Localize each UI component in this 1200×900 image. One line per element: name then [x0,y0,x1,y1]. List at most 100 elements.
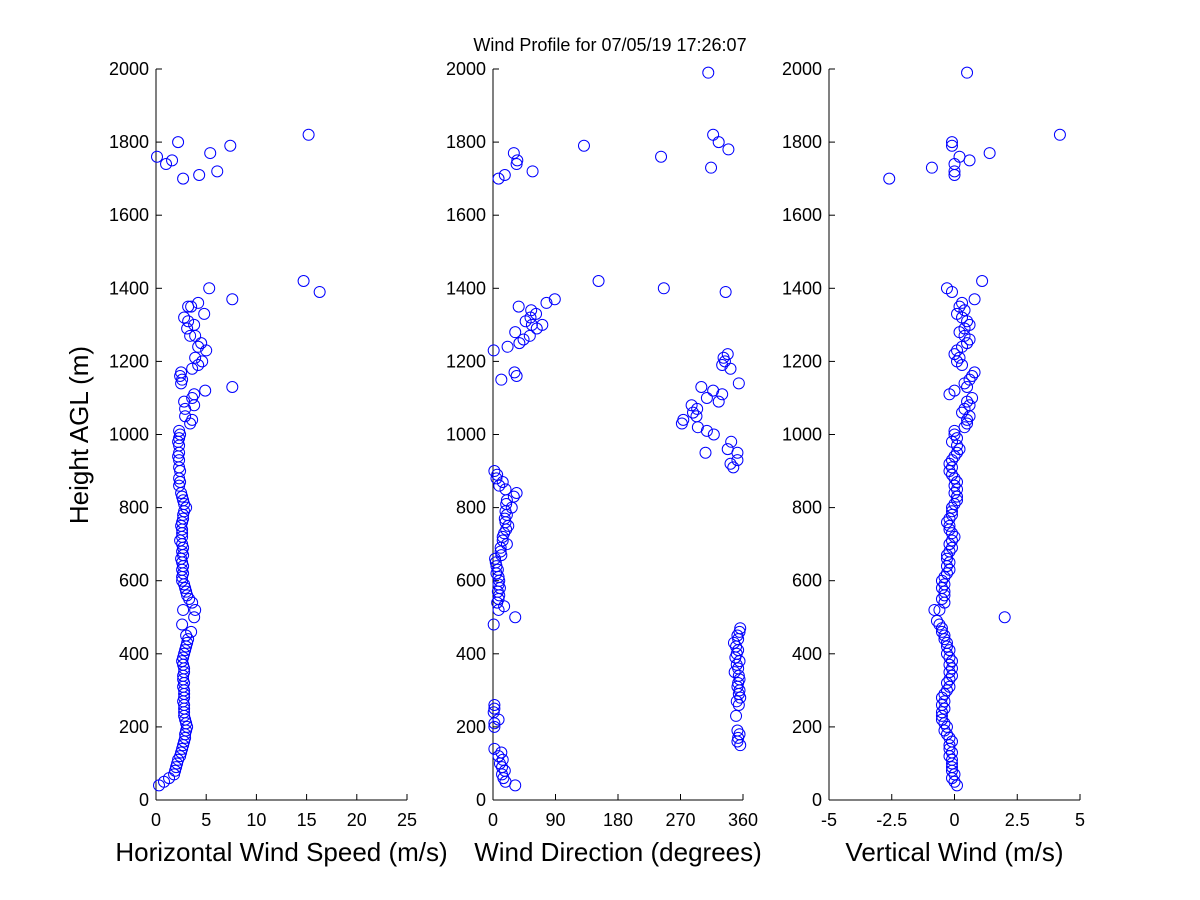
data-point [961,417,974,430]
data-point [1053,128,1066,141]
y-tick-label: 0 [139,790,149,810]
y-tick-label: 800 [792,498,822,518]
data-point [508,366,521,379]
data-point [176,490,189,503]
data-point [940,636,953,649]
data-point [176,655,189,668]
data-point [948,428,961,441]
x-tick-label: 360 [728,810,758,830]
y-tick-label: 1600 [782,205,822,225]
data-point [510,158,523,171]
data-point [500,538,513,551]
data-point [940,516,953,529]
data-point [732,377,745,390]
data-point [940,720,953,733]
data-point [500,497,513,510]
data-point [179,644,192,657]
data-point [940,728,953,741]
data-point [943,651,956,664]
data-point [188,399,201,412]
data-point [496,534,509,547]
y-tick-label: 1600 [446,205,486,225]
data-point [175,366,188,379]
data-point [948,497,961,510]
data-point [951,490,964,503]
data-point [940,567,953,580]
data-point [948,158,961,171]
data-point [940,677,953,690]
data-point [943,538,956,551]
data-point [490,560,503,573]
data-point [938,695,951,708]
data-point [177,494,190,507]
data-point [948,348,961,361]
data-point [725,435,738,448]
y-tick-label: 1600 [109,205,149,225]
y-tick-label: 600 [119,571,149,591]
data-point [963,399,976,412]
data-point [488,465,501,478]
data-point [707,128,720,141]
data-point [199,384,212,397]
data-point [935,713,948,726]
data-point [169,764,182,777]
data-point [192,359,205,372]
data-point [943,731,956,744]
data-point [509,611,522,624]
data-point [513,337,526,350]
data-point [548,293,561,306]
data-point [935,574,948,587]
data-point [182,315,195,328]
y-tick-label: 200 [456,717,486,737]
x-tick-label: 180 [603,810,633,830]
data-point [181,322,194,335]
data-point [178,395,191,408]
data-point [655,150,668,163]
y-tick-label: 2000 [109,59,149,79]
x-tick-label: 2.5 [1005,810,1030,830]
data-point [948,384,961,397]
data-point [186,413,199,426]
data-point [175,746,188,759]
data-point [188,318,201,331]
data-point [488,698,501,711]
data-point [171,757,184,770]
data-point [186,596,199,609]
y-tick-label: 600 [792,571,822,591]
data-point [719,285,732,298]
data-point [943,556,956,569]
data-point [998,611,1011,624]
data-point [677,413,690,426]
data-point [487,618,500,631]
data-point [577,139,590,152]
data-point [224,139,237,152]
data-point [731,724,744,737]
data-point [943,519,956,532]
data-point [592,274,605,287]
data-point [951,483,964,496]
data-point [509,326,522,339]
data-point [948,768,961,781]
data-point [174,465,187,478]
x-tick-label: 90 [545,810,565,830]
data-point [690,410,703,423]
data-point [175,486,188,499]
data-point [499,483,512,496]
data-point [526,165,539,178]
y-tick-label: 200 [792,717,822,737]
data-point [705,161,718,174]
data-point [716,359,729,372]
data-point [226,293,239,306]
data-point [948,486,961,499]
data-point [945,454,958,467]
data-point [935,625,948,638]
data-point [180,717,193,730]
data-point [498,168,511,181]
data-point [492,172,505,185]
data-point [940,282,953,295]
data-point [685,399,698,412]
data-point [940,640,953,653]
x-tick-label: 0 [488,810,498,830]
data-point [938,629,951,642]
